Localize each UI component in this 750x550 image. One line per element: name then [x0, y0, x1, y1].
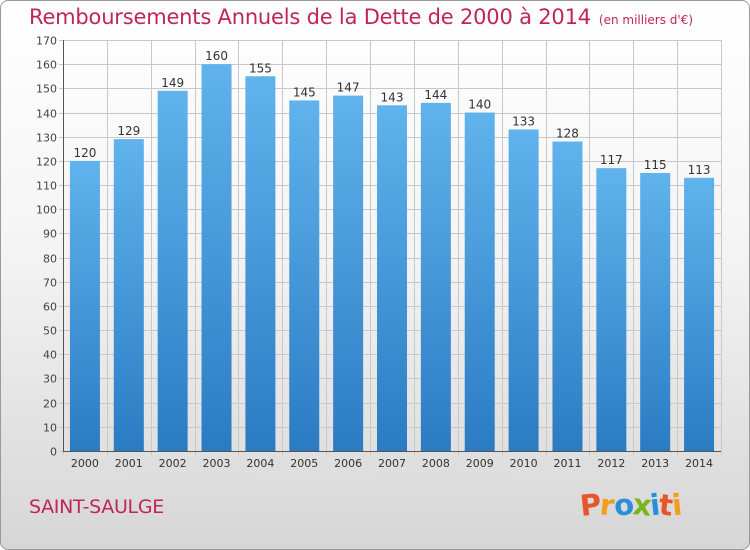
bar-value-label: 115 — [644, 158, 667, 172]
y-tick-label: 0 — [50, 446, 57, 459]
chart-unit: (en milliers d'€) — [598, 13, 694, 27]
y-tick-label: 140 — [36, 108, 57, 121]
y-tick-label: 120 — [36, 156, 57, 169]
y-tick-label: 160 — [36, 59, 57, 72]
bar-value-label: 147 — [337, 81, 360, 95]
proxiti-logo: Proxiti — [578, 487, 683, 523]
place-name: SAINT-SAULGE — [29, 496, 164, 518]
y-tick-label: 80 — [43, 253, 57, 266]
x-tick-label: 2012 — [597, 457, 625, 470]
y-tick-label: 50 — [43, 325, 57, 338]
bar-value-label: 140 — [468, 98, 491, 112]
bar-value-label: 120 — [73, 146, 96, 160]
x-tick-label: 2014 — [685, 457, 713, 470]
y-tick-label: 110 — [36, 180, 57, 193]
x-tick-label: 2000 — [71, 457, 99, 470]
x-tick-label: 2002 — [159, 457, 187, 470]
bar-2005 — [289, 100, 320, 452]
y-tick-label: 70 — [43, 277, 57, 290]
bar-value-label: 143 — [381, 90, 404, 104]
bar-value-label: 129 — [117, 124, 140, 138]
title-row: Remboursements Annuels de la Dette de 20… — [29, 5, 693, 29]
x-tick-label: 2005 — [290, 457, 318, 470]
bar-2013 — [640, 172, 671, 451]
bar-2004 — [245, 76, 276, 451]
chart-title: Remboursements Annuels de la Dette de 20… — [29, 5, 591, 29]
x-tick-label: 2010 — [510, 457, 538, 470]
bar-value-label: 117 — [600, 153, 623, 167]
y-tick-label: 20 — [43, 398, 57, 411]
y-tick-label: 90 — [43, 228, 57, 241]
bar-value-label: 155 — [249, 61, 272, 75]
y-tick-label: 150 — [36, 83, 57, 96]
y-tick-label: 10 — [43, 422, 57, 435]
y-tick-label: 40 — [43, 349, 57, 362]
bar-2012 — [596, 168, 627, 451]
bar-2014 — [684, 177, 715, 451]
x-tick-label: 2008 — [422, 457, 450, 470]
bar-2010 — [508, 129, 539, 451]
bar-value-label: 160 — [205, 49, 228, 63]
y-tick-label: 170 — [36, 35, 57, 48]
x-tick-label: 2001 — [115, 457, 143, 470]
bar-value-label: 133 — [512, 114, 535, 128]
y-tick-label: 30 — [43, 373, 57, 386]
bar-2008 — [420, 102, 451, 451]
bar-2003 — [201, 64, 232, 452]
bar-2002 — [157, 90, 188, 451]
bar-value-label: 113 — [688, 163, 711, 177]
y-tick-label: 100 — [36, 204, 57, 217]
bar-value-label: 144 — [424, 88, 447, 102]
bar-2001 — [113, 139, 144, 451]
bar-2007 — [377, 105, 407, 451]
x-tick-label: 2013 — [641, 457, 669, 470]
bar-value-label: 128 — [556, 127, 579, 141]
x-tick-label: 2007 — [378, 457, 406, 470]
x-tick-label: 2006 — [334, 457, 362, 470]
x-tick-label: 2009 — [466, 457, 494, 470]
bar-value-label: 145 — [293, 85, 316, 99]
bar-2011 — [552, 141, 583, 451]
logo-letter: i — [670, 487, 683, 523]
x-tick-label: 2011 — [553, 457, 581, 470]
x-tick-label: 2003 — [203, 457, 231, 470]
bar-2009 — [464, 112, 495, 451]
x-tick-label: 2004 — [246, 457, 274, 470]
bar-2000 — [69, 160, 100, 451]
bar-value-label: 149 — [161, 76, 184, 90]
bar-2006 — [333, 95, 364, 451]
y-tick-label: 60 — [43, 301, 57, 314]
y-tick-label: 130 — [36, 132, 57, 145]
